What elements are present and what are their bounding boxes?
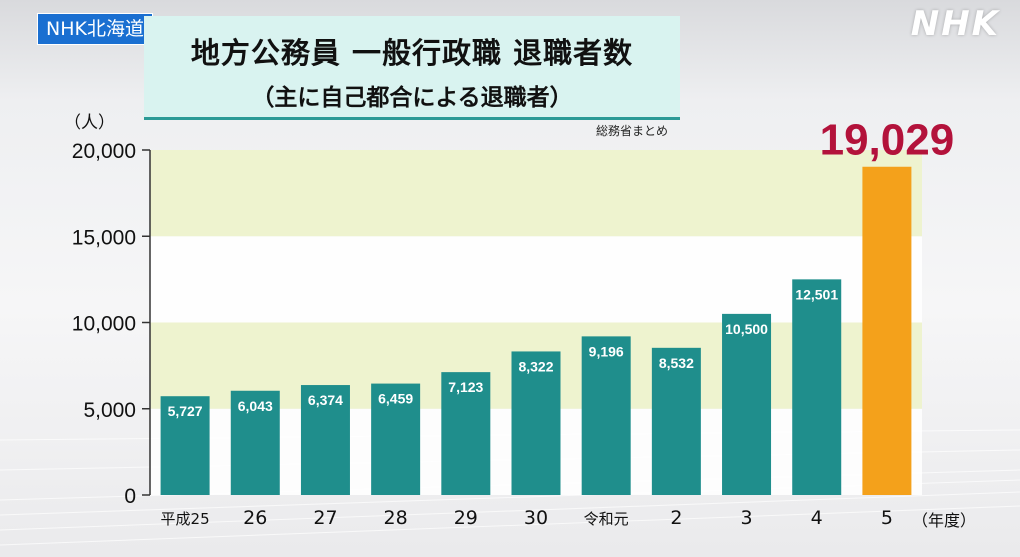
x-tick-label: 令和元 bbox=[584, 510, 629, 528]
broadcaster-logo: NHK bbox=[910, 4, 1000, 44]
bar bbox=[581, 336, 631, 495]
data-label: 5,727 bbox=[168, 403, 203, 419]
broadcaster-tag: NHK北海道 bbox=[37, 13, 153, 45]
x-tick-label: 2 bbox=[670, 507, 682, 529]
data-label: 7,123 bbox=[448, 379, 483, 395]
x-tick-label: 5 bbox=[881, 507, 893, 529]
bar bbox=[160, 396, 210, 495]
data-label: 8,532 bbox=[659, 355, 694, 371]
source-note: 総務省まとめ bbox=[596, 124, 669, 138]
bar-highlight bbox=[862, 166, 912, 495]
y-axis-unit: （人） bbox=[64, 113, 115, 133]
y-tick-label: 10,000 bbox=[72, 313, 136, 336]
x-tick-label: 29 bbox=[454, 507, 478, 529]
x-tick-label: 4 bbox=[811, 507, 823, 529]
chart-subtitle: （主に自己都合による退職者） bbox=[251, 85, 573, 111]
bar bbox=[230, 390, 280, 495]
bar bbox=[792, 279, 842, 495]
x-axis-unit: （年度） bbox=[912, 511, 977, 530]
data-label: 9,196 bbox=[589, 343, 624, 359]
y-tick-label: 5,000 bbox=[83, 399, 136, 422]
x-tick-label: 3 bbox=[740, 507, 752, 529]
y-tick-label: 20,000 bbox=[72, 140, 136, 163]
chart-title: 地方公務員 一般行政職 退職者数 bbox=[190, 36, 634, 70]
bar bbox=[441, 372, 491, 495]
y-tick-label: 15,000 bbox=[72, 226, 136, 249]
highlight-data-label: 19,029 bbox=[820, 116, 955, 165]
data-label: 10,500 bbox=[725, 321, 768, 337]
y-tick-label: 0 bbox=[124, 485, 136, 508]
x-tick-label: 平成25 bbox=[161, 510, 210, 528]
data-label: 6,043 bbox=[238, 398, 273, 414]
data-label: 6,459 bbox=[378, 391, 413, 407]
bar bbox=[511, 351, 561, 495]
x-tick-label: 28 bbox=[384, 507, 408, 529]
bar bbox=[300, 385, 350, 495]
x-tick-label: 27 bbox=[313, 507, 337, 529]
bar bbox=[651, 347, 701, 495]
bar bbox=[722, 313, 772, 495]
x-tick-label: 30 bbox=[524, 507, 548, 529]
chart-title-box: 地方公務員 一般行政職 退職者数 （主に自己都合による退職者） bbox=[144, 16, 680, 120]
data-label: 12,501 bbox=[795, 286, 838, 302]
bar bbox=[371, 383, 421, 495]
data-label: 6,374 bbox=[308, 392, 343, 408]
data-label: 8,322 bbox=[518, 358, 553, 374]
x-tick-label: 26 bbox=[243, 507, 267, 529]
plot-band bbox=[150, 150, 922, 237]
